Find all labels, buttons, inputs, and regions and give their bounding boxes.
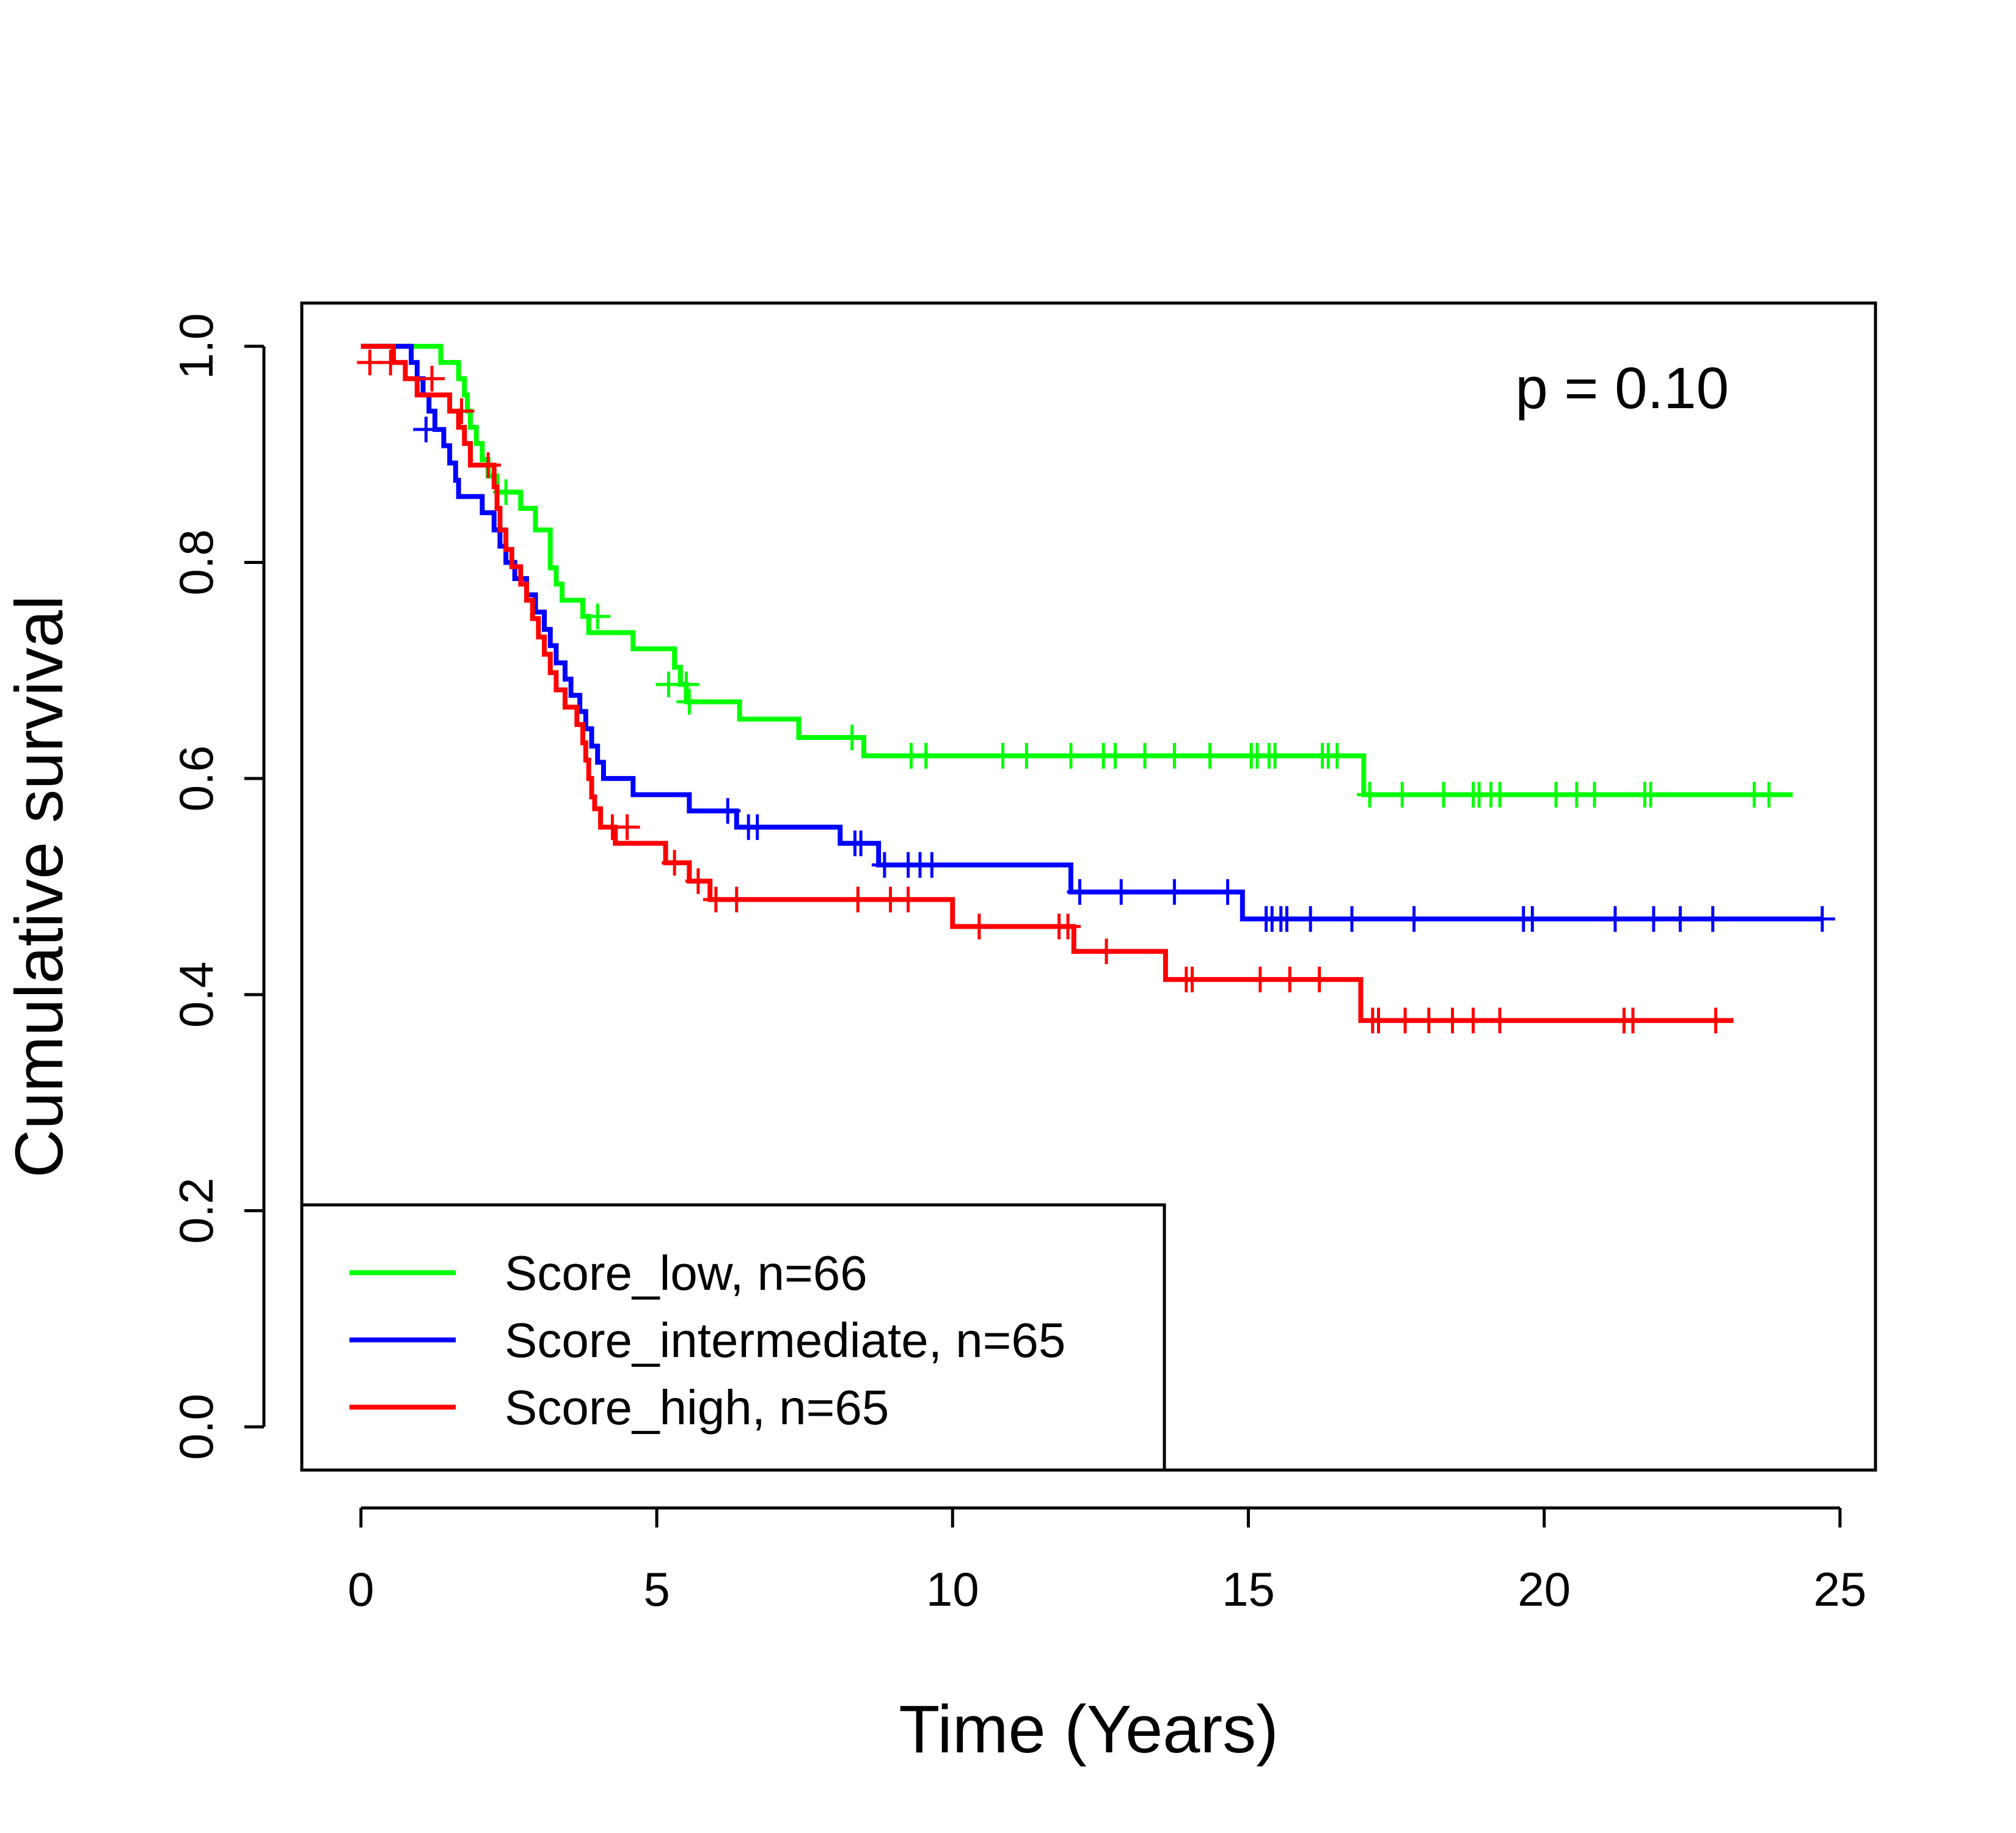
x-tick-label: 0 xyxy=(348,1562,374,1616)
legend-label: Score_low, n=66 xyxy=(505,1246,867,1300)
y-axis-title: Cumulative survival xyxy=(2,595,77,1178)
x-axis: 0 5 10 15 20 25 xyxy=(348,1506,1867,1616)
legend-label: Score_intermediate, n=65 xyxy=(505,1313,1065,1367)
y-tick-label: 0.6 xyxy=(169,745,223,811)
y-tick-label: 0.8 xyxy=(169,529,223,595)
y-axis: 0.0 0.2 0.4 0.6 0.8 1.0 xyxy=(169,313,266,1460)
km-curves xyxy=(357,343,1835,1034)
y-tick-label: 1.0 xyxy=(169,313,223,379)
y-tick-label: 0.4 xyxy=(169,962,223,1028)
legend-label: Score_high, n=65 xyxy=(505,1380,889,1435)
x-tick-label: 15 xyxy=(1222,1562,1275,1616)
series-line-2 xyxy=(360,343,1734,1023)
legend: Score_low, n=66 Score_intermediate, n=65 S… xyxy=(300,1203,1166,1472)
p-value-annotation: p = 0.10 xyxy=(1515,356,1729,421)
x-tick-label: 25 xyxy=(1814,1562,1867,1616)
series-line-1 xyxy=(360,343,1822,922)
y-tick-label: 0.2 xyxy=(169,1177,223,1243)
x-tick-label: 5 xyxy=(643,1562,670,1616)
x-tick-label: 20 xyxy=(1517,1562,1571,1616)
x-tick-label: 10 xyxy=(926,1562,979,1616)
y-tick-label: 0.0 xyxy=(169,1394,223,1460)
x-axis-title: Time (Years) xyxy=(899,1692,1278,1767)
